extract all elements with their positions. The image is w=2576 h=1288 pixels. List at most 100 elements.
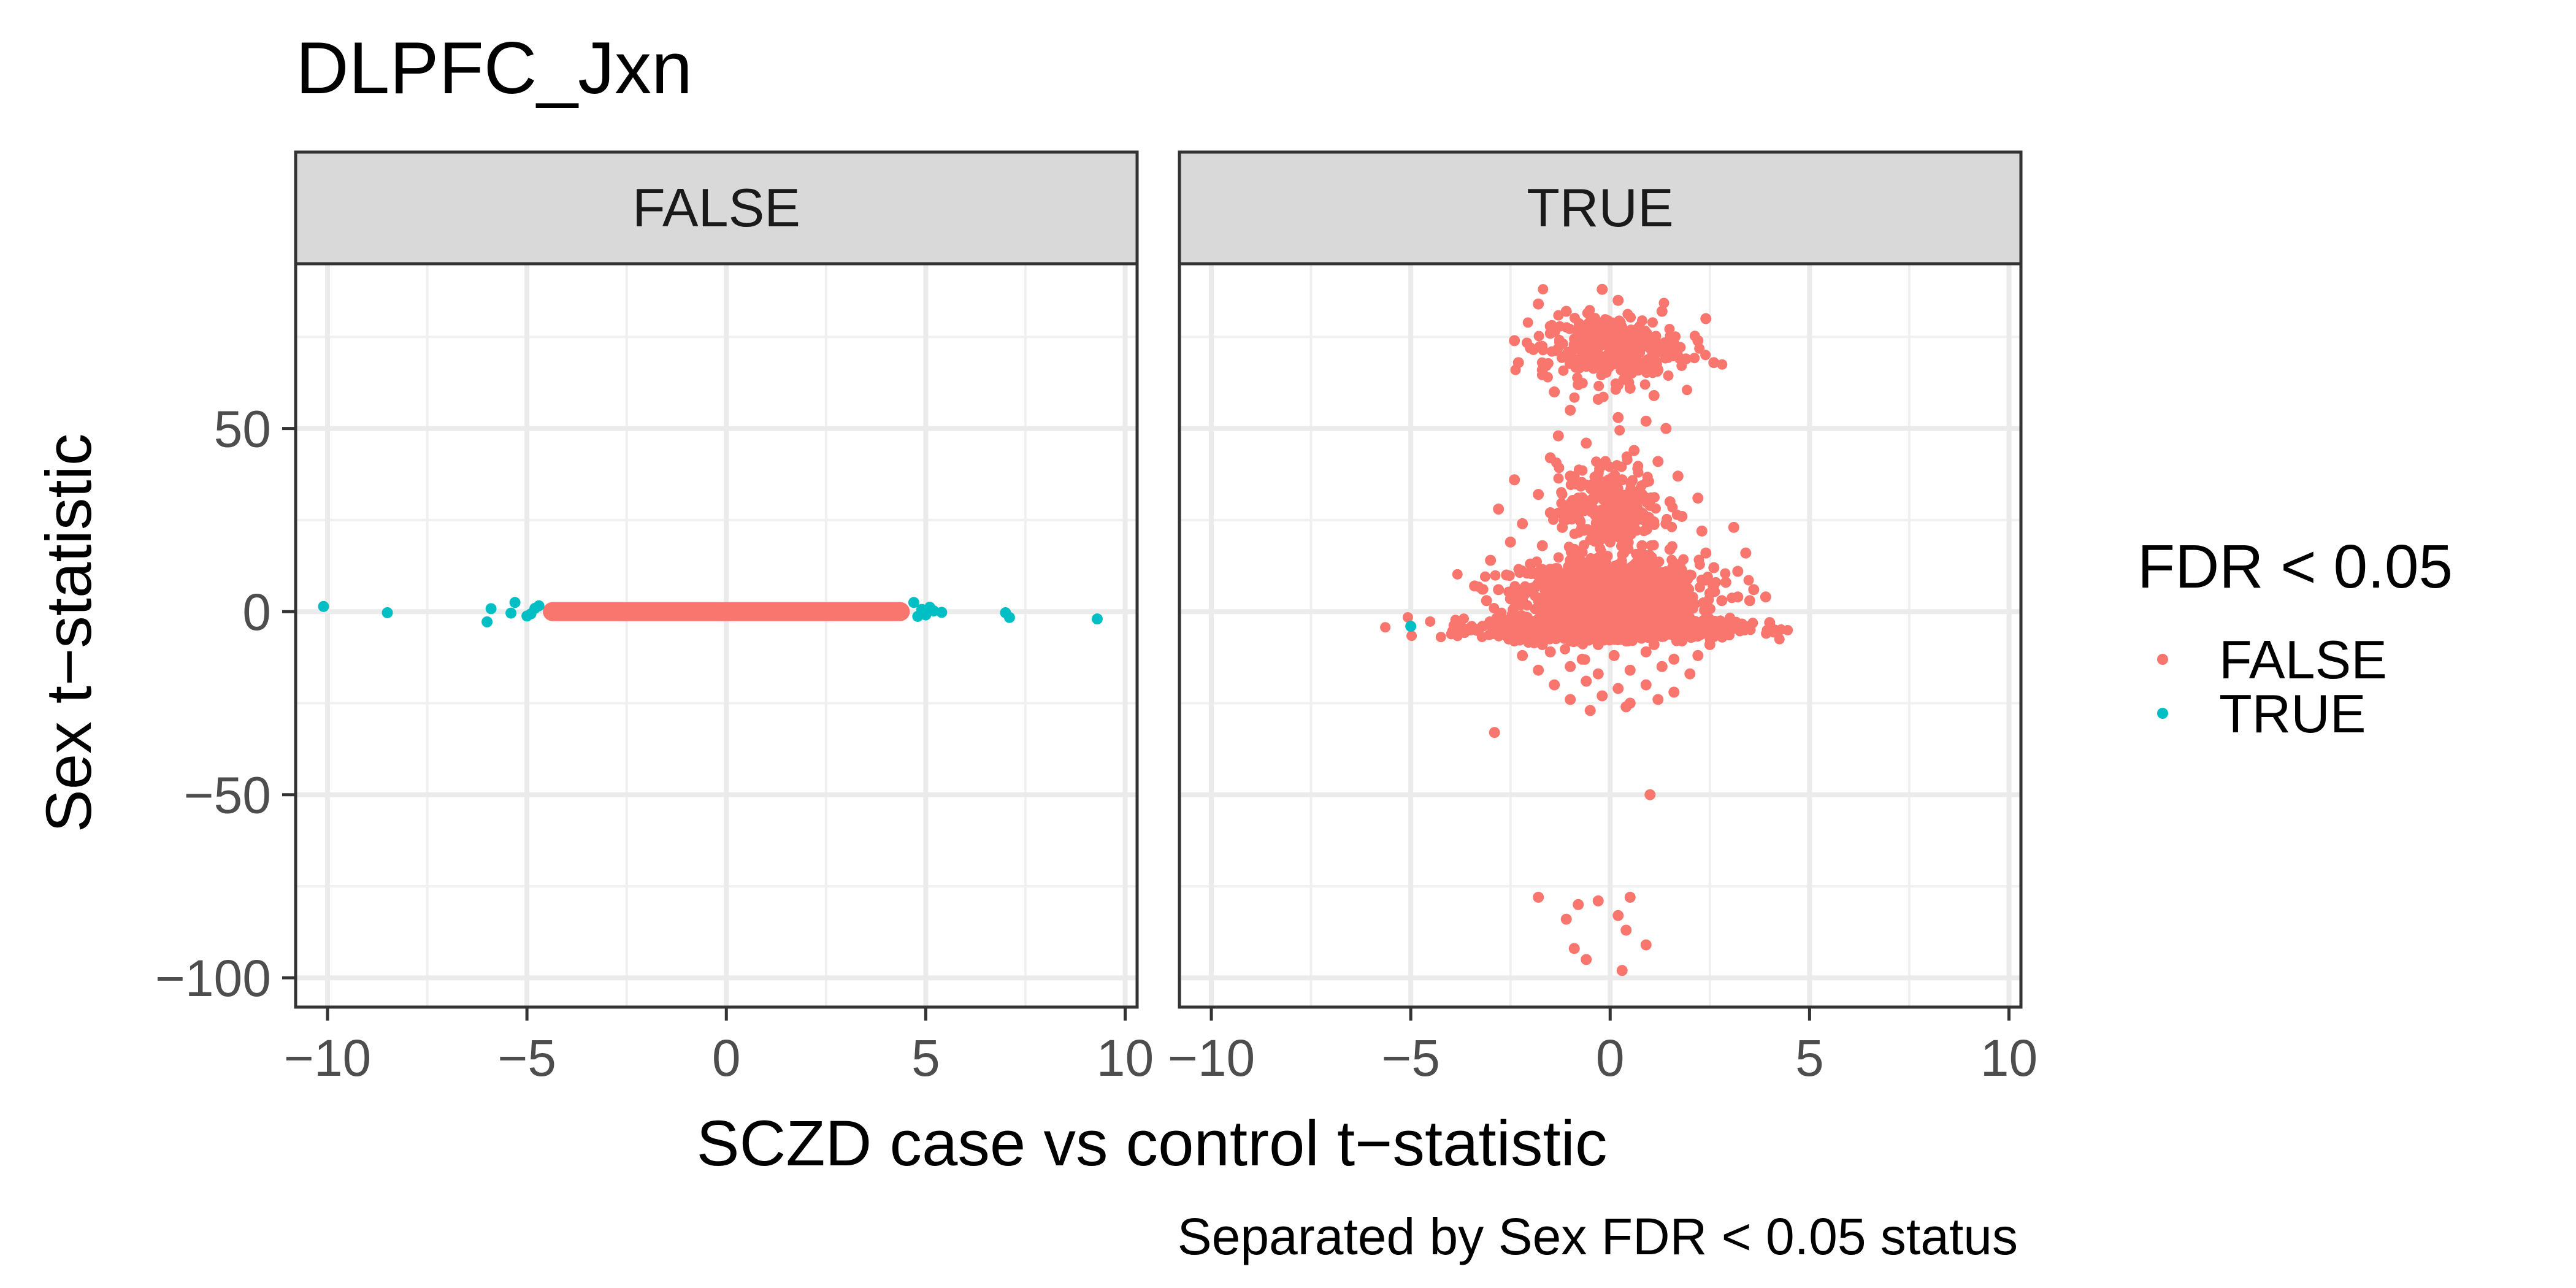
- data-point-false-71: [1525, 558, 1536, 570]
- data-point-false: [1558, 628, 1569, 639]
- y-tick-label-1: 0: [242, 583, 271, 641]
- legend-key-true: [2157, 708, 2168, 719]
- data-point-false-87: [1493, 584, 1505, 596]
- data-point-false-8: [1544, 328, 1556, 339]
- data-point-false: [1610, 378, 1621, 389]
- data-point-false-165: [1533, 891, 1544, 903]
- data-point-false: [1622, 454, 1633, 466]
- data-point-false: [1590, 491, 1601, 502]
- data-point-false-75: [1668, 558, 1680, 570]
- data-point-false: [1560, 602, 1571, 613]
- data-point-false-109: [1497, 617, 1508, 629]
- data-point-false-157: [1565, 694, 1576, 705]
- data-point-false: [1425, 616, 1436, 627]
- data-point-false-37: [1597, 459, 1608, 471]
- data-point-false: [1538, 284, 1549, 295]
- data-point-false: [1558, 365, 1569, 376]
- data-point-false: [1628, 334, 1639, 345]
- data-point-false-11: [1620, 328, 1632, 339]
- data-point-false-148: [1592, 668, 1604, 680]
- data-point-false: [1645, 602, 1656, 613]
- data-point-false-61: [1660, 518, 1672, 529]
- data-point-true-3: [485, 603, 497, 615]
- data-point-false-100: [1557, 591, 1568, 603]
- data-point-true-2: [481, 616, 493, 627]
- data-point-false: [1522, 600, 1533, 611]
- data-point-false-151: [1684, 668, 1696, 680]
- data-point-true-1: [381, 607, 393, 618]
- data-point-false: [1604, 362, 1615, 373]
- data-point-false-163: [1489, 727, 1500, 738]
- data-point-false: [1693, 554, 1704, 565]
- data-point-false: [1614, 616, 1625, 627]
- data-point-false-9: [1568, 339, 1580, 350]
- data-point-false-93: [1672, 584, 1684, 596]
- data-point-false: [1594, 616, 1605, 627]
- data-point-false: [1554, 321, 1565, 332]
- data-point-false: [1630, 572, 1641, 583]
- data-point-false: [1612, 500, 1623, 512]
- data-point-false-14: [1692, 335, 1704, 347]
- data-point-false-145: [1692, 650, 1704, 661]
- data-point-false: [1609, 522, 1620, 533]
- data-point-false: [1522, 568, 1533, 579]
- data-point-false: [1435, 632, 1446, 643]
- data-point-false-2: [1597, 283, 1608, 295]
- data-point-false-65: [1568, 543, 1580, 555]
- x-tick-label-1-2: 0: [1596, 1029, 1625, 1087]
- data-point-false-44: [1573, 493, 1584, 504]
- data-point-false: [1627, 475, 1638, 486]
- data-point-false-40: [1565, 470, 1576, 482]
- data-point-false-46: [1636, 489, 1648, 500]
- data-point-false-78: [1501, 569, 1512, 581]
- x-tick-label-1-4: 10: [1980, 1029, 2037, 1087]
- data-point-false-154: [1612, 683, 1624, 694]
- data-point-false-3: [1612, 294, 1624, 306]
- legend-key-false: [2157, 654, 2168, 665]
- data-point-false: [1648, 540, 1659, 551]
- dense-band-false-points: [543, 602, 910, 621]
- data-point-false-45: [1600, 485, 1612, 497]
- data-point-false-35: [1628, 445, 1640, 456]
- data-point-true-0: [318, 600, 329, 612]
- data-point-false: [1578, 540, 1589, 551]
- data-point-false-171: [1620, 924, 1632, 936]
- data-point-false: [1694, 581, 1705, 592]
- data-point-false: [1550, 570, 1561, 581]
- data-point-false-27: [1624, 382, 1636, 394]
- data-point-false-156: [1668, 686, 1680, 698]
- data-point-false: [1720, 568, 1731, 579]
- data-point-false-5: [1700, 313, 1712, 324]
- data-point-false-55: [1644, 500, 1656, 512]
- data-point-false: [1576, 477, 1587, 488]
- data-point-false: [1546, 320, 1557, 331]
- data-point-false-175: [1640, 939, 1652, 951]
- data-point-false-39: [1509, 474, 1520, 486]
- data-point-false-72: [1565, 554, 1576, 566]
- data-point-false: [1574, 610, 1585, 621]
- data-point-false: [1676, 571, 1687, 582]
- data-point-false: [1564, 323, 1575, 334]
- data-point-false-89: [1549, 580, 1560, 592]
- data-point-false-82: [1648, 573, 1660, 585]
- data-point-false: [1593, 380, 1604, 391]
- data-point-false: [1636, 507, 1647, 518]
- data-point-false: [1629, 325, 1640, 336]
- data-point-false: [1722, 624, 1733, 635]
- data-point-false-73: [1597, 551, 1608, 562]
- data-point-false: [1592, 534, 1603, 545]
- data-point-false-64: [1536, 540, 1548, 551]
- data-point-false: [1700, 628, 1711, 639]
- data-point-false: [1601, 328, 1612, 339]
- data-point-false-36: [1544, 452, 1556, 464]
- data-point-false-135: [1620, 635, 1632, 646]
- data-point-true-4: [509, 597, 521, 608]
- data-point-false: [1624, 580, 1635, 591]
- data-point-false-167: [1592, 895, 1604, 907]
- data-point-false-49: [1728, 521, 1739, 533]
- data-point-false-161: [1584, 705, 1596, 716]
- data-point-false-174: [1616, 965, 1628, 976]
- data-point-false-90: [1573, 584, 1584, 596]
- data-point-false-111: [1552, 617, 1564, 629]
- data-point-false-143: [1640, 646, 1652, 657]
